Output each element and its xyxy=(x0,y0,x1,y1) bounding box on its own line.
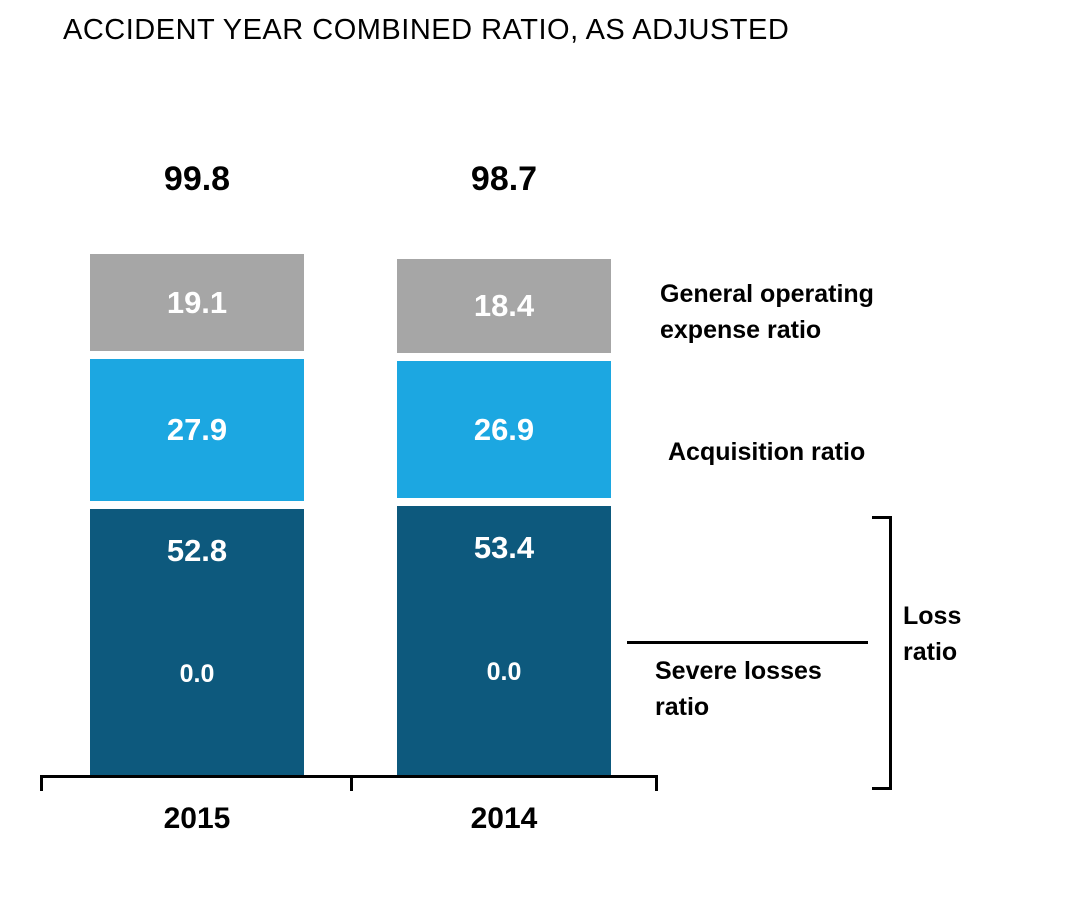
stacked-bar-2015: 19.1 27.9 52.8 0.0 xyxy=(90,254,304,778)
axis-tick-middle xyxy=(350,778,353,791)
severe-losses-divider-line xyxy=(627,641,868,644)
axis-tick-left xyxy=(40,778,43,791)
segment-loss-ratio-2014: 53.4 0.0 xyxy=(397,506,611,778)
legend-severe-losses-ratio: Severe losses ratio xyxy=(655,657,822,721)
axis-tick-right xyxy=(655,778,658,791)
chart-title: ACCIDENT YEAR COMBINED RATIO, AS ADJUSTE… xyxy=(63,14,790,46)
segment-general-operating-expense-2015: 19.1 xyxy=(90,254,304,351)
total-value-2015: 99.8 xyxy=(163,160,231,198)
segment-value-label: 52.8 xyxy=(166,533,228,568)
total-value-2014: 98.7 xyxy=(470,160,538,198)
segment-value-label: 27.9 xyxy=(166,412,228,447)
x-axis-label-2015: 2015 xyxy=(163,802,231,835)
segment-acquisition-2015: 27.9 xyxy=(90,359,304,501)
legend-acquisition-ratio: Acquisition ratio xyxy=(668,438,866,466)
legend-loss-ratio: Loss ratio xyxy=(903,602,962,666)
legend-general-operating-expense-ratio: General operating expense ratio xyxy=(660,280,874,344)
x-axis-label-2014: 2014 xyxy=(470,802,538,835)
segment-value-label: 19.1 xyxy=(166,284,228,320)
segment-loss-ratio-2015: 52.8 0.0 xyxy=(90,509,304,778)
segment-value-label: 53.4 xyxy=(473,530,535,565)
severe-losses-value-2014: 0.0 xyxy=(486,658,522,687)
segment-acquisition-2014: 26.9 xyxy=(397,361,611,498)
severe-losses-value-2015: 0.0 xyxy=(179,659,215,688)
segment-general-operating-expense-2014: 18.4 xyxy=(397,259,611,353)
x-axis xyxy=(40,775,658,791)
stacked-bar-2014: 18.4 26.9 53.4 0.0 xyxy=(397,259,611,778)
segment-value-label: 18.4 xyxy=(473,288,535,323)
segment-value-label: 26.9 xyxy=(473,411,535,447)
loss-ratio-bracket xyxy=(872,516,892,790)
